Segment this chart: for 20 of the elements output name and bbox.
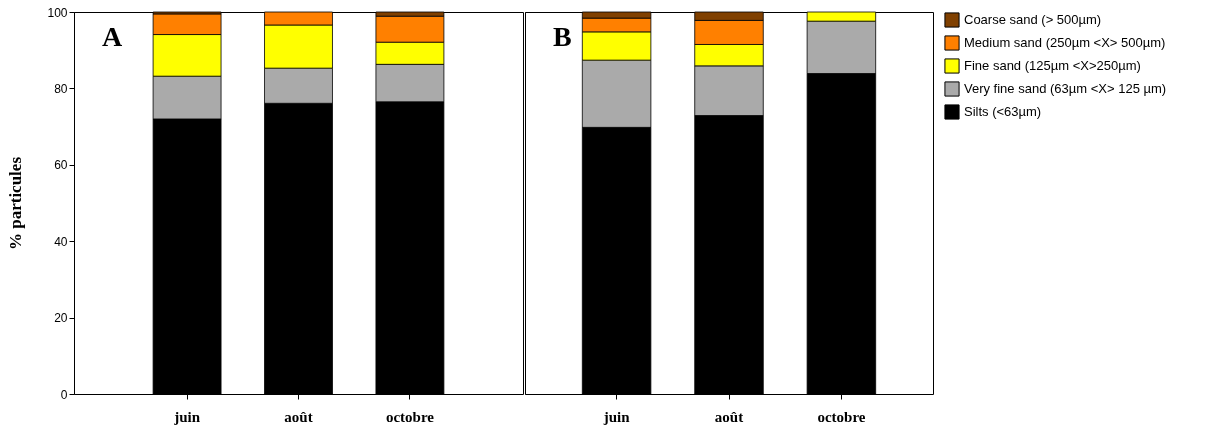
chart-title: B [553, 21, 572, 52]
legend-label: Medium sand (250µm <X> 500µm) [964, 35, 1166, 50]
legend-label: Silts (<63µm) [964, 104, 1042, 119]
legend-label: Coarse sand (> 500µm) [964, 12, 1102, 27]
y-tick-label: 100 [47, 5, 68, 20]
y-tick-label: 0 [60, 387, 68, 402]
y-tick-label: 20 [54, 311, 68, 326]
y-axis-title: % particules [6, 156, 26, 251]
y-tick-label: 60 [54, 158, 68, 173]
x-tick-label: août [284, 408, 313, 425]
legend-label: Fine sand (125µm <X>250µm) [964, 58, 1141, 73]
x-tick-label: octobre [817, 408, 866, 425]
y-tick-label: 40 [54, 234, 68, 249]
legend-label: Very fine sand (63µm <X> 125 µm) [964, 81, 1167, 96]
x-tick-label: octobre [385, 408, 435, 425]
x-tick-label: août [714, 408, 744, 425]
chart-title: A [102, 21, 123, 52]
x-tick-label: juin [602, 408, 631, 425]
y-tick-label: 80 [54, 81, 68, 96]
x-tick-label: juin [173, 408, 201, 425]
